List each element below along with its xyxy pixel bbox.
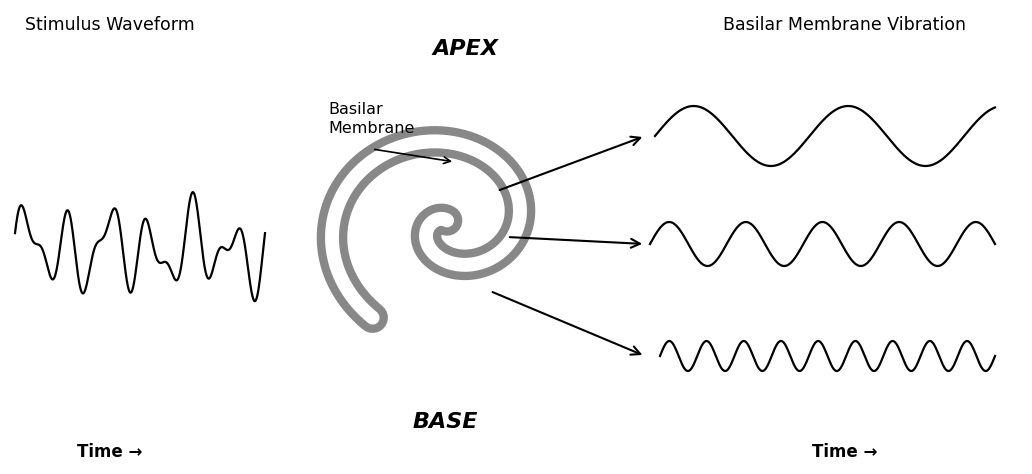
Text: Basilar
Membrane: Basilar Membrane — [328, 102, 415, 136]
Text: Stimulus Waveform: Stimulus Waveform — [25, 16, 195, 34]
Text: Time →: Time → — [812, 443, 877, 461]
Text: APEX: APEX — [432, 39, 497, 59]
Text: Basilar Membrane Vibration: Basilar Membrane Vibration — [723, 16, 967, 34]
Text: Time →: Time → — [77, 443, 142, 461]
Text: BASE: BASE — [412, 412, 478, 432]
